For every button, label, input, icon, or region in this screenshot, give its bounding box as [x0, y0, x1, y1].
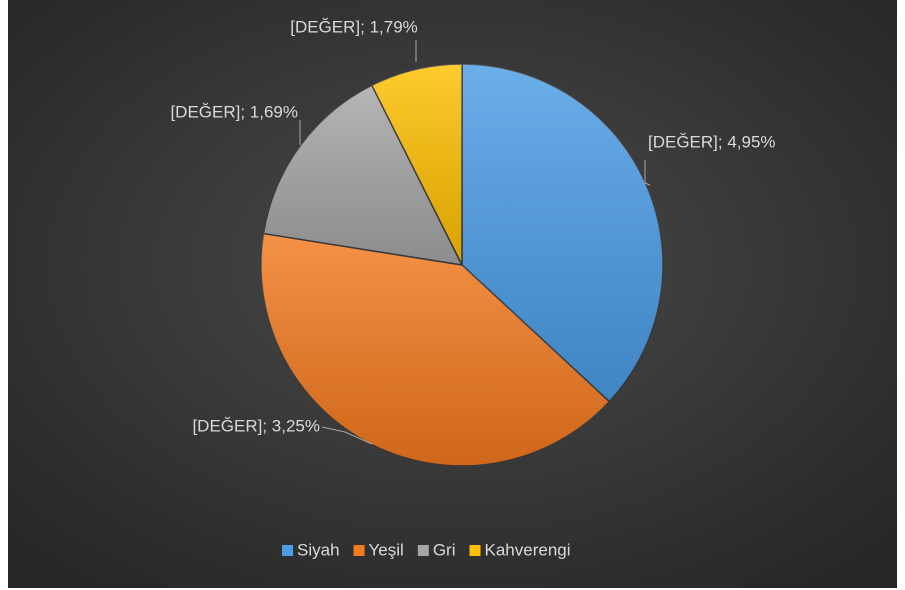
- legend-swatch: [353, 545, 365, 556]
- legend-label: Yeşil: [369, 540, 404, 559]
- legend-swatch: [417, 545, 429, 556]
- data-label: [DEĞER]; 4,95%: [648, 132, 776, 151]
- data-label: [DEĞER]; 1,79%: [290, 17, 418, 36]
- leader-line: [321, 426, 373, 445]
- legend-label: Siyah: [297, 540, 340, 559]
- legend-label: Kahverengi: [485, 540, 571, 559]
- legend-swatch: [282, 545, 293, 556]
- legend-swatch: [469, 545, 481, 556]
- leader-line: [644, 160, 651, 186]
- data-label: [DEĞER]; 3,25%: [192, 416, 320, 435]
- legend-label: Gri: [433, 540, 456, 559]
- data-label: [DEĞER]; 1,69%: [170, 102, 298, 121]
